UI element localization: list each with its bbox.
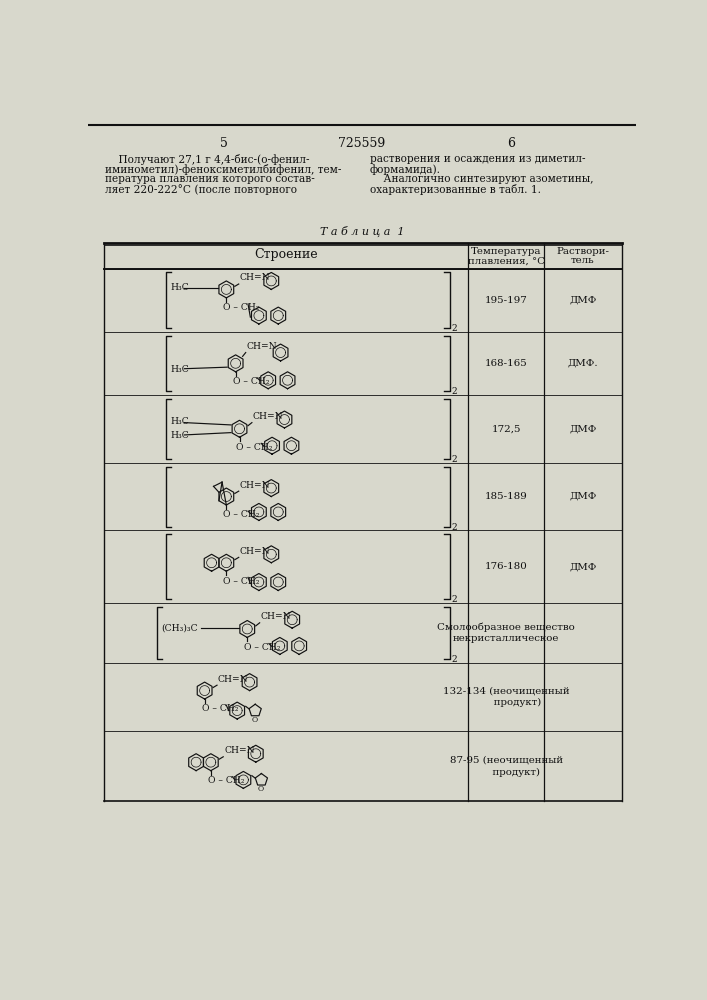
Text: пература плавления которого состав-: пература плавления которого состав-	[105, 174, 315, 184]
Text: Раствори-: Раствори-	[556, 247, 609, 256]
Text: 2: 2	[451, 523, 457, 532]
Text: 172,5: 172,5	[491, 424, 521, 433]
Text: 176-180: 176-180	[485, 562, 527, 571]
Text: CH=N: CH=N	[218, 675, 248, 684]
Text: ДМФ.: ДМФ.	[568, 359, 598, 368]
Text: O – CH₂: O – CH₂	[244, 643, 281, 652]
Text: CH=N: CH=N	[240, 481, 270, 490]
Text: O – CH₂: O – CH₂	[236, 443, 273, 452]
Text: O – CH₂: O – CH₂	[223, 303, 259, 312]
Text: охарактеризованные в табл. 1.: охарактеризованные в табл. 1.	[370, 184, 541, 195]
Text: O – CH₂: O – CH₂	[201, 704, 238, 713]
Text: CH=N: CH=N	[252, 412, 284, 421]
Text: 168-165: 168-165	[485, 359, 527, 368]
Text: O – CH₂: O – CH₂	[208, 776, 244, 785]
Text: ДМФ: ДМФ	[569, 424, 597, 433]
Text: тель: тель	[571, 256, 595, 265]
Text: 6: 6	[507, 137, 515, 150]
Text: 87-95 (неочищенный
      продукт): 87-95 (неочищенный продукт)	[450, 756, 563, 777]
Text: формамида).: формамида).	[370, 164, 440, 175]
Text: CH=N: CH=N	[260, 612, 291, 621]
Text: O – CH₂: O – CH₂	[233, 377, 269, 386]
Text: CH=N: CH=N	[240, 273, 270, 282]
Text: ДМФ: ДМФ	[569, 562, 597, 571]
Text: ДМФ: ДМФ	[569, 296, 597, 305]
Text: 725559: 725559	[339, 137, 385, 150]
Text: 5: 5	[220, 137, 228, 150]
Text: H₃C: H₃C	[170, 283, 189, 292]
Text: O – CH₂: O – CH₂	[223, 577, 259, 586]
Text: CH=N: CH=N	[224, 746, 255, 755]
Text: H₃C: H₃C	[170, 417, 189, 426]
Text: CH=N: CH=N	[247, 342, 277, 351]
Text: O: O	[252, 716, 257, 724]
Text: 2: 2	[451, 595, 457, 604]
Text: H₃C: H₃C	[170, 365, 189, 374]
Text: плавления, °C: плавления, °C	[467, 256, 544, 265]
Text: ляет 220-222°C (после повторного: ляет 220-222°C (после повторного	[105, 184, 298, 195]
Text: 2: 2	[451, 655, 457, 664]
Text: 185-189: 185-189	[485, 492, 527, 501]
Text: 2: 2	[451, 324, 457, 333]
Text: 195-197: 195-197	[485, 296, 527, 305]
Text: (CH₃)₃C: (CH₃)₃C	[161, 624, 198, 633]
Text: 132-134 (неочищенный
       продукт): 132-134 (неочищенный продукт)	[443, 686, 569, 707]
Text: Т а б л и ц а  1: Т а б л и ц а 1	[320, 226, 404, 237]
Text: растворения и осаждения из диметил-: растворения и осаждения из диметил-	[370, 154, 585, 164]
Text: Получают 27,1 г 4,4-бис-(о-фенил-: Получают 27,1 г 4,4-бис-(о-фенил-	[105, 154, 310, 165]
Text: 2: 2	[451, 455, 457, 464]
Text: O – CH₂: O – CH₂	[223, 510, 259, 519]
Text: H₃C: H₃C	[170, 431, 189, 440]
Text: Температура: Температура	[471, 247, 542, 256]
Text: ДМФ: ДМФ	[569, 492, 597, 501]
Text: иминометил)-феноксиметилбифенил, тем-: иминометил)-феноксиметилбифенил, тем-	[105, 164, 341, 175]
Text: 2: 2	[451, 387, 457, 396]
Text: Аналогично синтезируют азометины,: Аналогично синтезируют азометины,	[370, 174, 593, 184]
Text: CH=N: CH=N	[240, 547, 270, 556]
Text: Строение: Строение	[255, 248, 318, 261]
Text: O: O	[257, 785, 264, 793]
Text: Смолообразное вещество
некристаллическое: Смолообразное вещество некристаллическое	[437, 622, 575, 643]
